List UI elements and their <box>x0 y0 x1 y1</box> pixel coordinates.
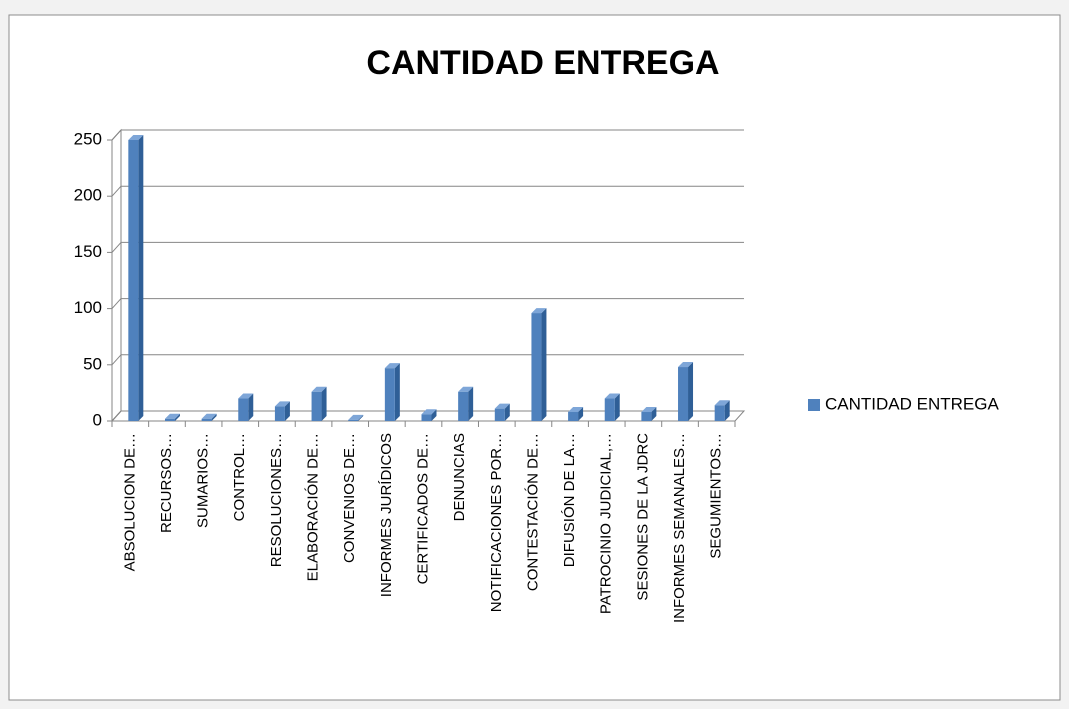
bar-top <box>568 407 584 413</box>
x-tick-label: PATROCINIO JUDICIAL,… <box>598 433 615 614</box>
bar-side <box>724 400 730 421</box>
bar <box>128 140 139 421</box>
bar-side <box>138 135 144 421</box>
bar-top <box>494 403 510 409</box>
bar-top <box>604 393 620 399</box>
bar-top <box>678 362 694 368</box>
grid-line <box>111 185 122 197</box>
y-tick-label: 50 <box>83 354 102 373</box>
grid-line <box>111 298 122 309</box>
bar-top <box>641 407 657 413</box>
y-tick-label: 150 <box>74 242 102 261</box>
bar-side <box>174 413 180 421</box>
y-tick-label: 100 <box>74 298 102 317</box>
x-tick-label: INFORMES SEMANALES… <box>671 433 688 623</box>
bar <box>238 398 249 421</box>
chart-title: CANTIDAD ENTREGA <box>366 44 719 82</box>
bar-top <box>201 413 217 419</box>
bar-top <box>238 393 254 399</box>
bar <box>604 398 615 421</box>
bar-top <box>274 401 290 407</box>
bar-top <box>384 363 400 369</box>
bar-side <box>211 413 217 421</box>
bar-top <box>164 413 180 419</box>
bar <box>311 391 322 421</box>
bar <box>714 405 725 421</box>
x-tick-label: CONTESTACIÓN DE… <box>524 433 541 591</box>
bar-side <box>284 401 290 421</box>
y-tick-label: 200 <box>74 186 102 205</box>
bar <box>678 367 689 421</box>
bar <box>494 408 505 421</box>
bar <box>201 418 212 421</box>
bar-side <box>541 308 547 421</box>
x-tick-label: DENUNCIAS <box>451 433 468 521</box>
bar-side <box>578 407 584 421</box>
legend-label: CANTIDAD ENTREGA <box>825 394 999 413</box>
bar-top <box>714 400 730 406</box>
bar <box>384 368 395 421</box>
x-tick-label: RECURSOS… <box>158 433 175 533</box>
bar-top <box>348 414 364 420</box>
x-tick-label: RESOLUCIONES… <box>268 433 285 567</box>
bar-side <box>504 403 510 421</box>
bar-side <box>321 386 327 421</box>
y-tick-label: 250 <box>74 129 102 148</box>
x-tick-label: CONTROL… <box>231 433 248 521</box>
x-tick-label: CERTIFICADOS DE… <box>414 433 431 584</box>
y-tick-label: 0 <box>93 410 102 429</box>
bar <box>531 313 542 421</box>
x-tick-label: ABSOLUCION DE… <box>121 433 138 571</box>
bar-side <box>358 414 364 421</box>
x-tick-label: INFORMES JURÍDICOS <box>378 433 395 597</box>
bar <box>274 406 285 421</box>
bar-top <box>458 386 474 392</box>
x-tick-label: SUMARIOS… <box>195 433 212 528</box>
bar <box>568 412 579 421</box>
bar-side <box>651 407 657 421</box>
bar-side <box>468 386 474 421</box>
x-tick-label: ELABORACIÓN DE… <box>305 433 322 581</box>
bar <box>164 418 175 421</box>
bar-side <box>614 393 620 421</box>
x-tick-label: DIFUSIÓN DE LA… <box>561 433 578 567</box>
bar-side <box>431 409 437 421</box>
bar <box>348 419 359 421</box>
x-tick-label: SESIONES DE LA JDRC <box>634 433 651 601</box>
x-tick-label: CONVENIOS DE… <box>341 433 358 563</box>
bar-top <box>311 386 327 392</box>
grid-line <box>111 410 122 422</box>
bar-side <box>688 362 694 421</box>
grid-line <box>111 129 122 141</box>
x-tick-label: NOTIFICACIONES POR… <box>488 433 505 612</box>
grid-line <box>111 242 122 253</box>
bar-top <box>421 409 437 415</box>
bar-side <box>394 363 400 421</box>
grid-line <box>111 354 122 366</box>
bar-side <box>248 393 254 421</box>
bar <box>458 391 469 421</box>
bar <box>641 412 652 421</box>
legend-swatch <box>808 399 820 411</box>
bar <box>421 414 432 421</box>
x-tick-label: SEGUMIENTOS… <box>708 433 725 559</box>
bar-top <box>531 308 547 314</box>
bar-top <box>128 135 144 140</box>
